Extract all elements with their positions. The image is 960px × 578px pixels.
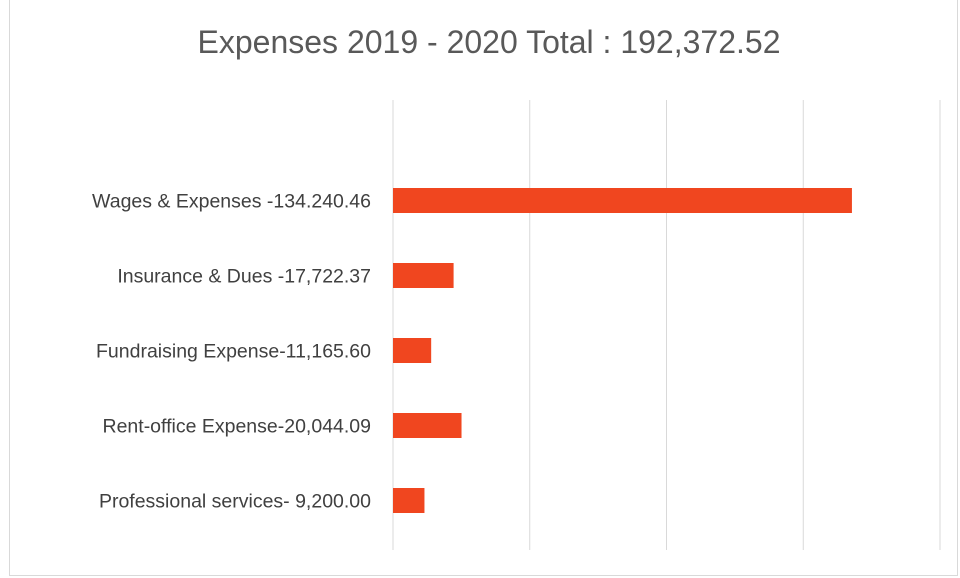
bar-1 [393, 263, 454, 288]
category-label-4: Professional services- 9,200.00 [99, 491, 371, 513]
chart-title: Expenses 2019 - 2020 Total : 192,372.52 [197, 24, 781, 60]
chart-frame [9, 0, 958, 576]
category-label-1: Insurance & Dues -17,722.37 [117, 266, 371, 288]
bar-0 [393, 188, 852, 213]
bar-4 [393, 488, 425, 513]
category-label-3: Rent-office Expense-20,044.09 [103, 416, 372, 438]
bar-3 [393, 413, 462, 438]
bar-2 [393, 338, 432, 363]
category-label-2: Fundraising Expense-11,165.60 [96, 341, 371, 363]
category-label-0: Wages & Expenses -134.240.46 [92, 191, 371, 213]
